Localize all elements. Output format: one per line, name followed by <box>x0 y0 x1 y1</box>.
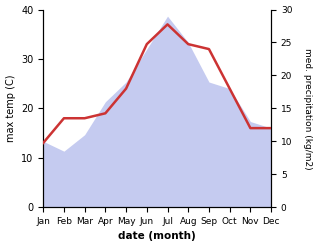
X-axis label: date (month): date (month) <box>118 231 196 242</box>
Y-axis label: med. precipitation (kg/m2): med. precipitation (kg/m2) <box>303 48 313 169</box>
Y-axis label: max temp (C): max temp (C) <box>5 75 16 142</box>
